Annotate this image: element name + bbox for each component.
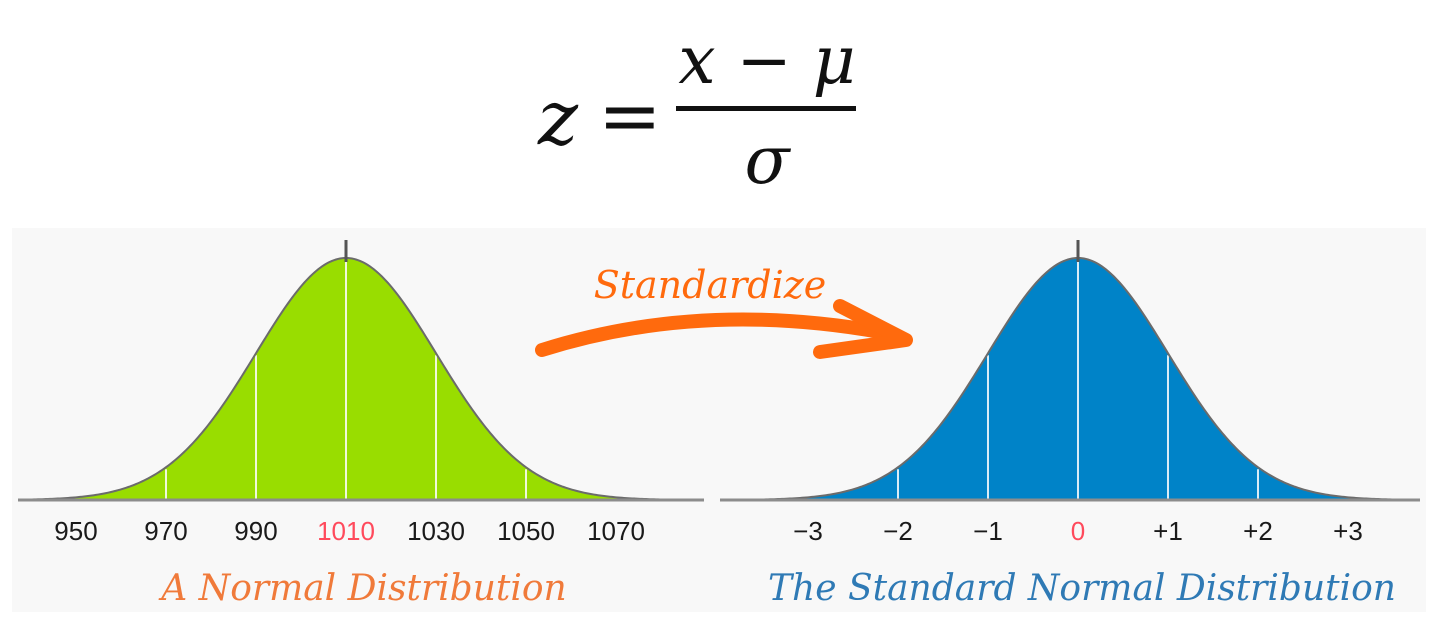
right-tick-label: 0 xyxy=(1071,516,1085,546)
left-tick-label: 1050 xyxy=(497,516,555,546)
right-tick-label: −1 xyxy=(973,516,1003,546)
left-tick-label: 1030 xyxy=(407,516,465,546)
left-curve-outline xyxy=(17,256,705,501)
right-tick-label: +2 xyxy=(1243,516,1273,546)
right-tick-label: +3 xyxy=(1333,516,1363,546)
arrow-label: Standardize xyxy=(594,263,827,307)
right-curve-fill xyxy=(720,258,1420,500)
left-tick-label: 990 xyxy=(234,516,277,546)
left-tick-labels: 950 970 990 1010 1030 1050 1070 xyxy=(54,516,645,546)
arrow-head xyxy=(813,299,913,359)
fraction-bar xyxy=(676,106,856,111)
left-tick-label: 970 xyxy=(144,516,187,546)
right-curve-outline xyxy=(719,256,1421,501)
right-tick-labels: −3 −2 −1 0 +1 +2 +3 xyxy=(793,516,1363,546)
formula-denominator: σ xyxy=(744,122,790,199)
z-score-formula: z = x − μ σ xyxy=(520,18,900,198)
formula-z: z xyxy=(538,73,579,162)
right-caption: The Standard Normal Distribution xyxy=(768,568,1396,609)
right-tick-label: −2 xyxy=(883,516,913,546)
arrow-shaft xyxy=(535,312,887,357)
left-tick-label: 1010 xyxy=(317,516,375,546)
left-sd-gridlines xyxy=(165,260,527,500)
left-curve-fill xyxy=(18,258,704,500)
left-tick-label: 1070 xyxy=(587,516,645,546)
formula-equals: = xyxy=(598,71,662,160)
right-distribution: −3 −2 −1 0 +1 +2 +3 The Standard Normal Distri… xyxy=(719,240,1421,609)
right-tick-label: −3 xyxy=(793,516,823,546)
left-tick-label: 950 xyxy=(54,516,97,546)
left-distribution: 950 970 990 1010 1030 1050 1070 A Normal Distr… xyxy=(17,240,705,609)
right-tick-label: +1 xyxy=(1153,516,1183,546)
right-sd-gridlines xyxy=(897,260,1259,500)
standardize-arrow: Standardize xyxy=(535,263,913,359)
left-caption: A Normal Distribution xyxy=(158,568,567,609)
formula-numerator: x − μ xyxy=(678,22,856,99)
